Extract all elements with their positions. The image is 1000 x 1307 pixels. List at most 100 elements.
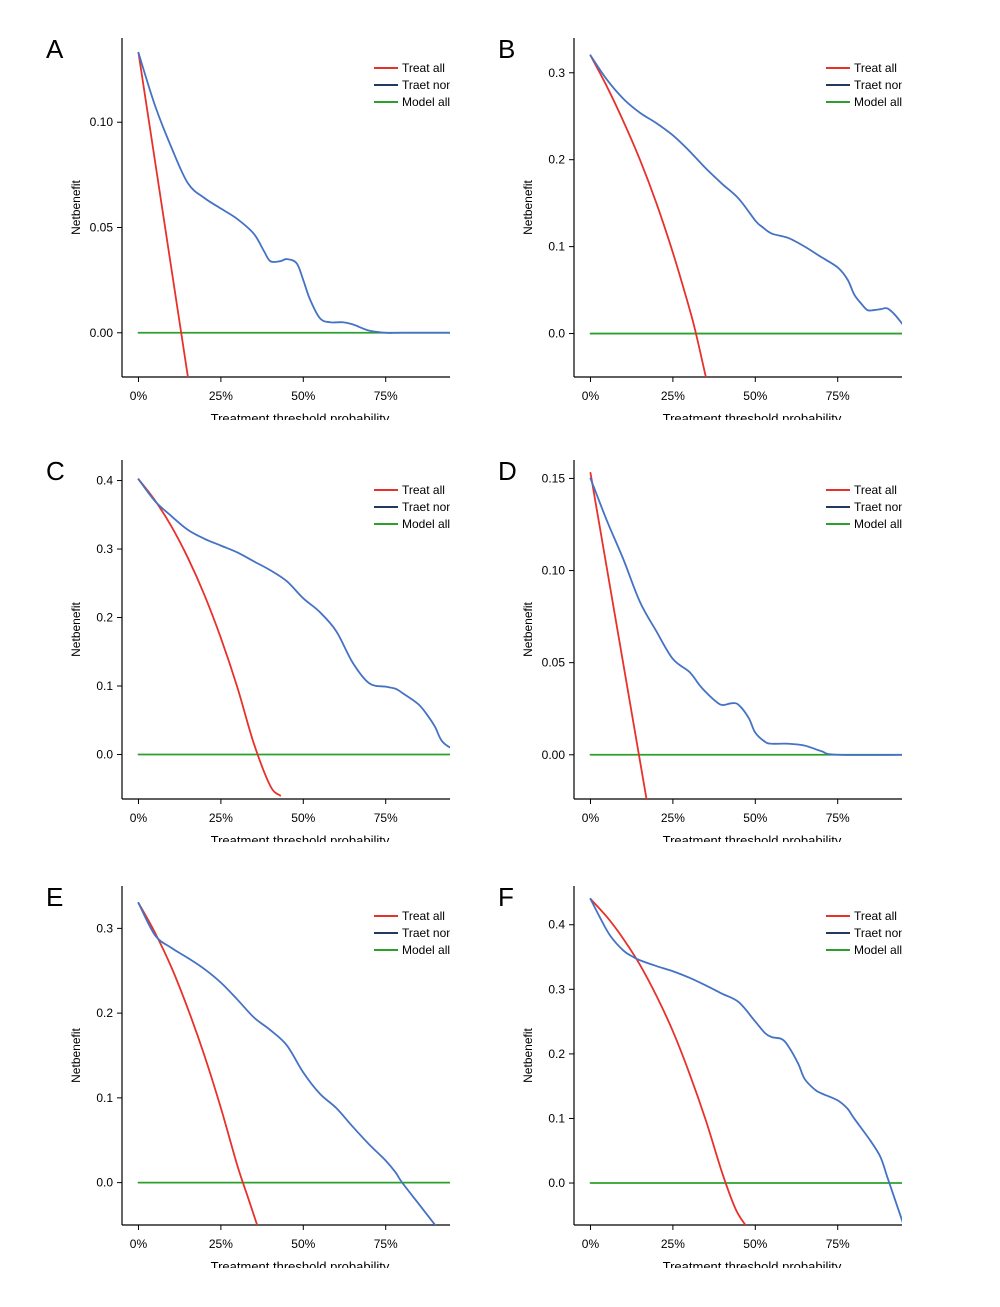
y-tick-label: 0.00 bbox=[90, 326, 114, 340]
y-tick-label: 0.1 bbox=[548, 240, 565, 254]
y-tick-label: 0.1 bbox=[548, 1111, 565, 1125]
y-tick-label: 0.05 bbox=[542, 656, 566, 670]
legend-label: Model all bbox=[854, 943, 902, 957]
y-axis-label: Netbenefit bbox=[521, 1027, 535, 1082]
legend-label: Traet none bbox=[402, 78, 450, 92]
x-tick-label: 25% bbox=[661, 811, 685, 825]
x-tick-label: 75% bbox=[826, 811, 850, 825]
panel-label: C bbox=[46, 456, 65, 486]
y-axis-label: Netbenefit bbox=[69, 1027, 83, 1082]
panel-label: D bbox=[498, 456, 517, 486]
legend-label: Model all bbox=[854, 517, 902, 531]
legend-label: Treat all bbox=[854, 483, 897, 497]
series-line-model bbox=[589, 477, 918, 756]
y-tick-label: 0.2 bbox=[96, 1006, 113, 1020]
y-tick-label: 0.4 bbox=[548, 918, 565, 932]
x-tick-label: 25% bbox=[661, 1237, 685, 1251]
y-tick-label: 0.00 bbox=[542, 748, 566, 762]
y-tick-label: 0.2 bbox=[96, 611, 113, 625]
series-line-model bbox=[137, 51, 466, 334]
x-axis-label: Treatment threshold probability bbox=[663, 1259, 842, 1268]
y-tick-label: 0.0 bbox=[548, 1176, 565, 1190]
y-tick-label: 0.0 bbox=[96, 1176, 113, 1190]
legend-label: Traet none bbox=[854, 78, 902, 92]
x-tick-label: 50% bbox=[743, 1237, 767, 1251]
panel-c: C0%25%50%75%100%0.00.10.20.30.4Treatment… bbox=[0, 422, 484, 848]
series-line-treat-all bbox=[589, 898, 747, 1225]
legend-label: Treat all bbox=[402, 61, 445, 75]
legend-label: Model all bbox=[402, 95, 450, 109]
y-tick-label: 0.2 bbox=[548, 153, 565, 167]
x-tick-label: 25% bbox=[661, 389, 685, 403]
x-tick-label: 0% bbox=[582, 389, 600, 403]
x-tick-label: 0% bbox=[130, 389, 148, 403]
chart-d: D0%25%50%75%100%0.000.050.100.15Treatmen… bbox=[498, 456, 936, 848]
legend-label: Treat all bbox=[854, 909, 897, 923]
y-tick-label: 0.0 bbox=[96, 747, 113, 761]
x-tick-label: 25% bbox=[209, 389, 233, 403]
y-tick-label: 0.0 bbox=[548, 327, 565, 341]
legend-label: Model all bbox=[854, 95, 902, 109]
series-line-model bbox=[137, 902, 437, 1225]
y-axis-label: Netbenefit bbox=[521, 179, 535, 234]
chart-c: C0%25%50%75%100%0.00.10.20.30.4Treatment… bbox=[46, 456, 484, 848]
legend-label: Treat all bbox=[402, 909, 445, 923]
x-axis-label: Treatment threshold probability bbox=[211, 833, 390, 842]
chart-f: F0%25%50%75%100%0.00.10.20.30.4Treatment… bbox=[498, 882, 936, 1274]
y-axis-label: Netbenefit bbox=[521, 601, 535, 656]
legend-label: Traet none bbox=[854, 926, 902, 940]
x-tick-label: 75% bbox=[826, 1237, 850, 1251]
legend-label: Model all bbox=[402, 517, 450, 531]
y-tick-label: 0.3 bbox=[96, 542, 113, 556]
x-tick-label: 50% bbox=[291, 389, 315, 403]
y-tick-label: 0.3 bbox=[548, 982, 565, 996]
x-tick-label: 0% bbox=[582, 1237, 600, 1251]
x-axis-label: Treatment threshold probability bbox=[211, 411, 390, 420]
x-tick-label: 0% bbox=[130, 1237, 148, 1251]
x-tick-label: 75% bbox=[826, 389, 850, 403]
x-tick-label: 0% bbox=[130, 811, 148, 825]
y-tick-label: 0.1 bbox=[96, 679, 113, 693]
y-tick-label: 0.1 bbox=[96, 1091, 113, 1105]
x-tick-label: 25% bbox=[209, 1237, 233, 1251]
series-line-model bbox=[589, 54, 918, 352]
x-tick-label: 75% bbox=[374, 811, 398, 825]
panel-label: B bbox=[498, 34, 515, 64]
y-axis-label: Netbenefit bbox=[69, 601, 83, 656]
legend-label: Traet none bbox=[854, 500, 902, 514]
x-tick-label: 50% bbox=[291, 811, 315, 825]
y-tick-label: 0.3 bbox=[96, 921, 113, 935]
panel-label: A bbox=[46, 34, 64, 64]
x-axis-label: Treatment threshold probability bbox=[663, 411, 842, 420]
legend-label: Treat all bbox=[402, 483, 445, 497]
panel-label: E bbox=[46, 882, 63, 912]
y-tick-label: 0.15 bbox=[542, 471, 566, 485]
series-line-treat-all bbox=[137, 902, 259, 1225]
series-line-model bbox=[137, 478, 460, 751]
y-tick-label: 0.2 bbox=[548, 1047, 565, 1061]
x-tick-label: 50% bbox=[743, 389, 767, 403]
series-line-model bbox=[589, 898, 905, 1225]
y-tick-label: 0.4 bbox=[96, 474, 113, 488]
x-tick-label: 50% bbox=[291, 1237, 315, 1251]
legend-label: Treat all bbox=[854, 61, 897, 75]
x-axis-label: Treatment threshold probability bbox=[663, 833, 842, 842]
y-tick-label: 0.10 bbox=[90, 115, 114, 129]
x-axis-label: Treatment threshold probability bbox=[211, 1259, 390, 1268]
legend-label: Traet none bbox=[402, 926, 450, 940]
x-tick-label: 25% bbox=[209, 811, 233, 825]
y-tick-label: 0.3 bbox=[548, 66, 565, 80]
panel-f: F0%25%50%75%100%0.00.10.20.30.4Treatment… bbox=[452, 848, 936, 1274]
x-tick-label: 75% bbox=[374, 1237, 398, 1251]
series-line-treat-all bbox=[589, 471, 648, 799]
series-line-treat-all bbox=[589, 54, 707, 377]
y-tick-label: 0.10 bbox=[542, 564, 566, 578]
legend-label: Model all bbox=[402, 943, 450, 957]
x-tick-label: 50% bbox=[743, 811, 767, 825]
